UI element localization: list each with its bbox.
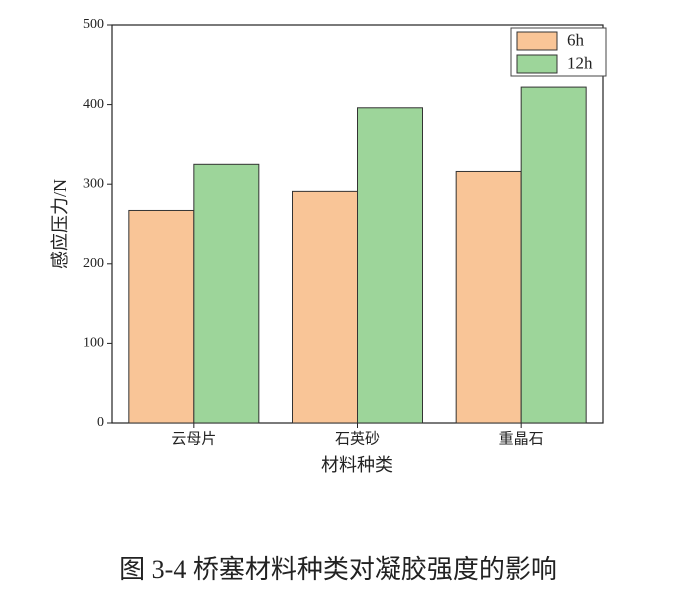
y-axis-label: 感应压力/N (50, 179, 70, 269)
x-tick-label: 云母片 (171, 430, 216, 447)
legend-label: 12h (567, 53, 593, 72)
legend-swatch (516, 54, 558, 74)
bar (520, 86, 587, 424)
y-tick-label: 300 (83, 176, 104, 191)
bar (357, 107, 423, 424)
caption: 图 3-4 桥塞材料种类对凝胶强度的影响 (119, 555, 557, 584)
y-tick-label: 0 (97, 415, 104, 430)
bar (128, 209, 195, 424)
bar (455, 170, 522, 424)
bar (193, 163, 260, 424)
x-axis-label: 材料种类 (321, 455, 393, 475)
y-tick-label: 400 (83, 97, 104, 112)
bar (292, 190, 358, 424)
y-tick-label: 500 (83, 17, 104, 32)
y-tick-label: 100 (83, 336, 104, 351)
x-tick-label: 重晶石 (499, 430, 544, 447)
y-tick-label: 200 (83, 256, 104, 271)
x-tick-label: 石英砂 (335, 429, 380, 447)
legend-swatch (516, 31, 558, 51)
legend-label: 6h (567, 30, 585, 49)
